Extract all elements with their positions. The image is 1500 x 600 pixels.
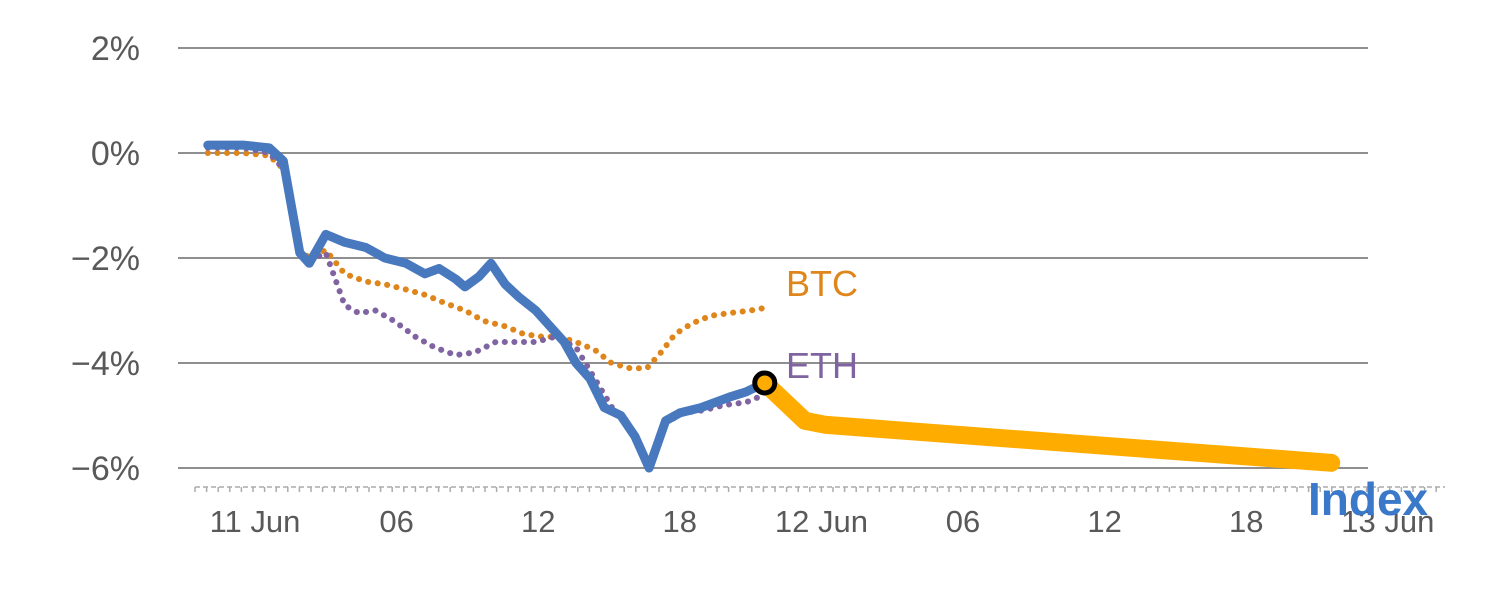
btc-series-label: BTC [786,263,858,304]
x-axis-tick-label: 12 [521,504,555,539]
x-axis-tick-label: 06 [379,504,413,539]
x-axis-tick-label: 13 Jun [1341,504,1434,539]
index-series-label: Index [1308,473,1429,525]
x-axis-tick-label: 18 [1229,504,1263,539]
index-forecast-line [755,373,1341,472]
x-axis-tick-label: 06 [946,504,980,539]
x-axis-tick-label: 18 [663,504,697,539]
y-axis-tick-label: −6% [71,450,140,488]
eth-series-label: ETH [786,345,858,386]
x-axis-tick-label: 12 Jun [775,504,868,539]
y-axis-tick-label: 0% [91,135,140,173]
y-axis-tick-label: −4% [71,345,140,383]
index-line [203,140,770,473]
x-axis-tick-label: 11 Jun [210,504,301,539]
y-axis-tick-label: 2% [91,30,140,68]
y-axis-tick-label: −2% [71,240,140,278]
btc-line [204,150,768,372]
current-value-marker [752,370,778,396]
x-axis-tick-label: 12 [1087,504,1121,539]
